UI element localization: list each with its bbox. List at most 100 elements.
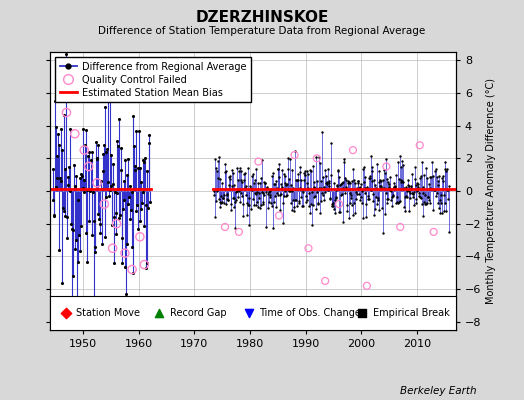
Point	[384, 178, 392, 185]
Point	[103, 179, 112, 186]
Point	[326, 194, 334, 201]
Point	[417, 173, 425, 179]
Point	[350, 176, 358, 183]
Point	[243, 202, 252, 208]
Point	[108, 161, 117, 168]
Point	[396, 198, 405, 205]
Point	[371, 206, 379, 212]
Point	[245, 310, 253, 316]
Point	[99, 168, 107, 174]
Point	[224, 197, 233, 203]
Point	[364, 193, 372, 200]
Point	[63, 214, 71, 221]
Point	[388, 194, 396, 200]
Point	[342, 184, 350, 191]
Point	[338, 190, 346, 197]
Point	[142, 265, 150, 271]
Point	[341, 190, 349, 196]
Point	[443, 186, 451, 193]
Point	[357, 200, 366, 206]
Point	[64, 182, 72, 188]
Point	[135, 127, 143, 134]
Point	[247, 206, 256, 213]
Point	[366, 187, 375, 193]
Point	[61, 212, 69, 219]
Point	[395, 199, 403, 206]
Point	[318, 185, 326, 191]
Point	[140, 222, 149, 229]
Point	[331, 210, 339, 216]
Point	[230, 203, 238, 210]
Point	[339, 219, 347, 225]
Point	[71, 182, 80, 189]
Point	[116, 212, 124, 218]
Point	[235, 168, 243, 174]
Point	[236, 177, 245, 184]
Point	[296, 164, 304, 170]
Point	[314, 154, 323, 160]
Point	[364, 196, 373, 202]
Point	[397, 164, 406, 171]
Point	[434, 178, 442, 184]
Point	[113, 138, 122, 144]
Point	[372, 184, 380, 191]
Point	[69, 273, 77, 280]
Point	[423, 175, 431, 182]
Point	[373, 161, 381, 168]
Point	[133, 202, 141, 208]
Point	[106, 186, 114, 193]
Point	[231, 225, 239, 232]
Point	[226, 201, 235, 208]
Point	[399, 162, 408, 168]
Point	[425, 185, 434, 192]
Point	[309, 201, 317, 208]
Point	[387, 203, 396, 209]
Point	[330, 206, 338, 213]
Point	[238, 193, 246, 199]
Point	[358, 310, 367, 316]
Point	[210, 188, 219, 194]
Point	[289, 185, 298, 191]
Point	[141, 202, 150, 208]
Point	[347, 195, 355, 202]
Point	[277, 180, 286, 187]
Point	[349, 212, 357, 218]
Point	[316, 210, 324, 216]
Point	[310, 194, 319, 200]
Point	[413, 180, 422, 187]
Point	[51, 98, 59, 104]
Point	[386, 173, 394, 180]
Point	[256, 205, 264, 211]
Point	[302, 199, 310, 206]
Point	[243, 199, 251, 206]
Point	[242, 183, 250, 189]
Point	[243, 212, 252, 218]
Point	[66, 126, 74, 133]
Point	[265, 199, 273, 206]
Point	[213, 158, 222, 164]
Point	[216, 199, 224, 205]
Point	[87, 157, 95, 164]
Point	[92, 155, 101, 161]
Point	[276, 192, 285, 198]
Point	[439, 178, 447, 184]
Point	[320, 184, 328, 191]
Point	[58, 147, 66, 154]
Point	[270, 180, 278, 187]
Point	[363, 283, 371, 289]
Point	[351, 210, 359, 216]
Point	[430, 186, 438, 192]
Point	[285, 176, 293, 182]
Point	[419, 212, 428, 219]
Point	[382, 190, 390, 196]
Point	[298, 187, 306, 193]
Point	[265, 194, 274, 200]
Point	[55, 247, 63, 254]
Point	[256, 179, 265, 186]
Point	[118, 235, 127, 241]
Point	[119, 178, 128, 184]
Point	[291, 197, 300, 204]
Point	[117, 145, 125, 152]
Point	[252, 191, 260, 198]
Point	[391, 184, 399, 191]
